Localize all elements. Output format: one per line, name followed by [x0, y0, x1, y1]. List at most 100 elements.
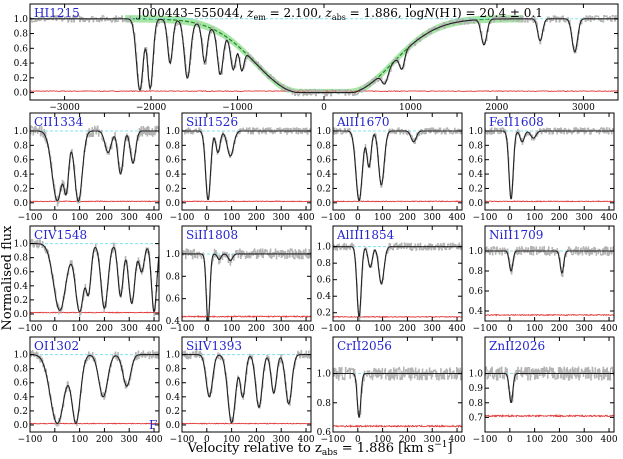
x-tick-label: 300: [424, 324, 441, 334]
x-tick-label: 0: [321, 103, 327, 113]
panel-siii1808: −100 0 100 200 300 400 0.4 0.6 0.8 1.0 SiII1808: [166, 225, 315, 334]
y-tick-label: 0.0: [14, 89, 29, 99]
data-spectrum: [182, 248, 311, 321]
x-tick-label: 200: [551, 324, 568, 334]
y-tick-label: 1.0: [14, 127, 29, 137]
y-tick-label: 0.6: [317, 428, 332, 438]
y-tick-label: 0.4: [166, 393, 181, 403]
x-tick-label: 0: [507, 213, 513, 223]
x-tick-label: 400: [600, 213, 617, 223]
y-tick-label: 0.8: [469, 141, 484, 151]
y-tick-label: 1.0: [469, 247, 484, 257]
panel-aliii1854: −100 0 100 200 300 400 0.2 0.4 0.6 0.8 1.0 AlIII185…: [317, 225, 466, 334]
title-zabs-sub: abs: [332, 13, 346, 22]
y-tick-label: 1.0: [469, 370, 484, 380]
x-tick-label: 0: [507, 435, 513, 445]
panels-layer: −3000 −2000 −1000 0 1000 2000 30000.00.20.40.6…: [14, 3, 619, 445]
panel-oi1302: −100 0 100 200 300 400 0.0 0.2 0.4 0.6 0.8 1.0 OI130…: [14, 336, 163, 445]
x-tick-label: −100: [321, 213, 346, 223]
y-tick-label: 0.2: [166, 407, 180, 417]
error-spectrum: [333, 315, 462, 319]
panel-frame: [181, 225, 312, 322]
error-spectrum: [485, 200, 614, 203]
model-fit: [30, 243, 159, 314]
panel-feii1608: −100 0 100 200 300 400 0.0 0.2 0.4 0.6 0.8 1.0 FeII1…: [469, 112, 618, 223]
y-tick-label: 0.6: [166, 156, 181, 166]
y-tick-label: 0.2: [14, 407, 28, 417]
x-tick-label: 200: [551, 435, 568, 445]
error-spectrum: [333, 424, 462, 428]
panel-frame: [29, 225, 160, 322]
x-axis-label-sub: abs: [322, 448, 338, 458]
transition-label: ZnII2026: [489, 339, 545, 353]
model-fit: [485, 250, 614, 275]
x-tick-label: 100: [526, 213, 543, 223]
transition-label: CIV1548: [34, 228, 87, 242]
panel-plot-area: [30, 125, 159, 207]
data-spectrum: [485, 127, 614, 199]
transition-label: NiII1709: [489, 228, 543, 242]
x-tick-label: 3000: [572, 103, 595, 113]
x-tick-label: 200: [248, 324, 265, 334]
x-tick-label: 300: [576, 435, 593, 445]
y-tick-label: 0.6: [317, 276, 332, 286]
y-tick-label: 0.0: [166, 421, 181, 431]
y-tick-label: 0.2: [14, 74, 28, 84]
panel-siiv1393: −100 0 100 200 300 400 0.0 0.2 0.4 0.6 0.8 1.0 SiIV1…: [166, 336, 315, 445]
x-tick-label: 0: [204, 324, 210, 334]
title-column-density: (H I) = 20.4 ± 0.1: [435, 6, 543, 20]
x-tick-label: 300: [121, 435, 138, 445]
panel-niii1709: −100 0 100 200 300 400 0.4 0.6 0.8 1.0 NiII1709: [469, 225, 618, 334]
data-spectrum: [182, 127, 311, 200]
x-tick-label: 2000: [485, 103, 508, 113]
x-tick-label: 1000: [399, 103, 422, 113]
panel-plot-area: [333, 127, 462, 203]
y-tick-label: 0.6: [14, 379, 29, 389]
model-fit: [182, 354, 311, 424]
x-tick-label: 100: [526, 324, 543, 334]
y-tick-label: 0.6: [166, 379, 181, 389]
error-spectrum: [182, 200, 311, 203]
panel-plot-area: [182, 350, 311, 425]
transition-label: CII1334: [34, 115, 84, 129]
transition-label: AlII1670: [336, 115, 390, 129]
y-tick-label: 0.0: [14, 199, 29, 209]
x-tick-label: 200: [96, 435, 113, 445]
x-tick-label: 200: [399, 213, 416, 223]
y-tick-label: 0.4: [14, 393, 29, 403]
x-tick-label: 100: [374, 435, 391, 445]
x-tick-label: −100: [170, 213, 195, 223]
y-tick-label: 1.0: [317, 127, 332, 137]
x-tick-label: 200: [551, 213, 568, 223]
panel-plot-area: [182, 248, 311, 321]
y-tick-label: 0.2: [166, 184, 180, 194]
y-tick-label: 0.6: [14, 268, 29, 278]
y-tick-label: 0.2: [317, 309, 331, 319]
x-tick-label: 100: [223, 435, 240, 445]
y-axis-label: Normalised flux: [0, 225, 15, 331]
panel-plot-area: [485, 246, 614, 317]
x-tick-label: 400: [145, 435, 162, 445]
x-tick-label: 200: [399, 324, 416, 334]
x-tick-label: 0: [204, 213, 210, 223]
x-tick-label: 400: [297, 324, 314, 334]
panel-civ1548: −100 0 100 200 300 400 0.0 0.2 0.4 0.6 0.8 1.0 CIV15…: [14, 225, 163, 334]
model-fit: [485, 130, 614, 200]
panel-frame: [181, 336, 312, 433]
panel-plot-area: [485, 366, 614, 418]
model-fit: [333, 246, 462, 317]
y-tick-label: 0.4: [317, 292, 332, 302]
title-zabs-value: = 1.886,: [346, 6, 406, 20]
x-tick-label: 400: [297, 213, 314, 223]
title-zem-value: = 2.100,: [266, 6, 326, 20]
y-tick-label: 0.4: [166, 170, 181, 180]
y-tick-label: 1.0: [14, 351, 29, 361]
data-spectrum: [333, 242, 462, 321]
y-tick-label: 1.0: [166, 127, 181, 137]
model-fit: [333, 372, 462, 418]
data-spectrum: [485, 366, 614, 403]
x-axis-label-main: Velocity relative to z: [186, 441, 322, 456]
model-fit: [30, 130, 159, 202]
x-tick-label: 100: [223, 324, 240, 334]
x-tick-label: 200: [399, 435, 416, 445]
